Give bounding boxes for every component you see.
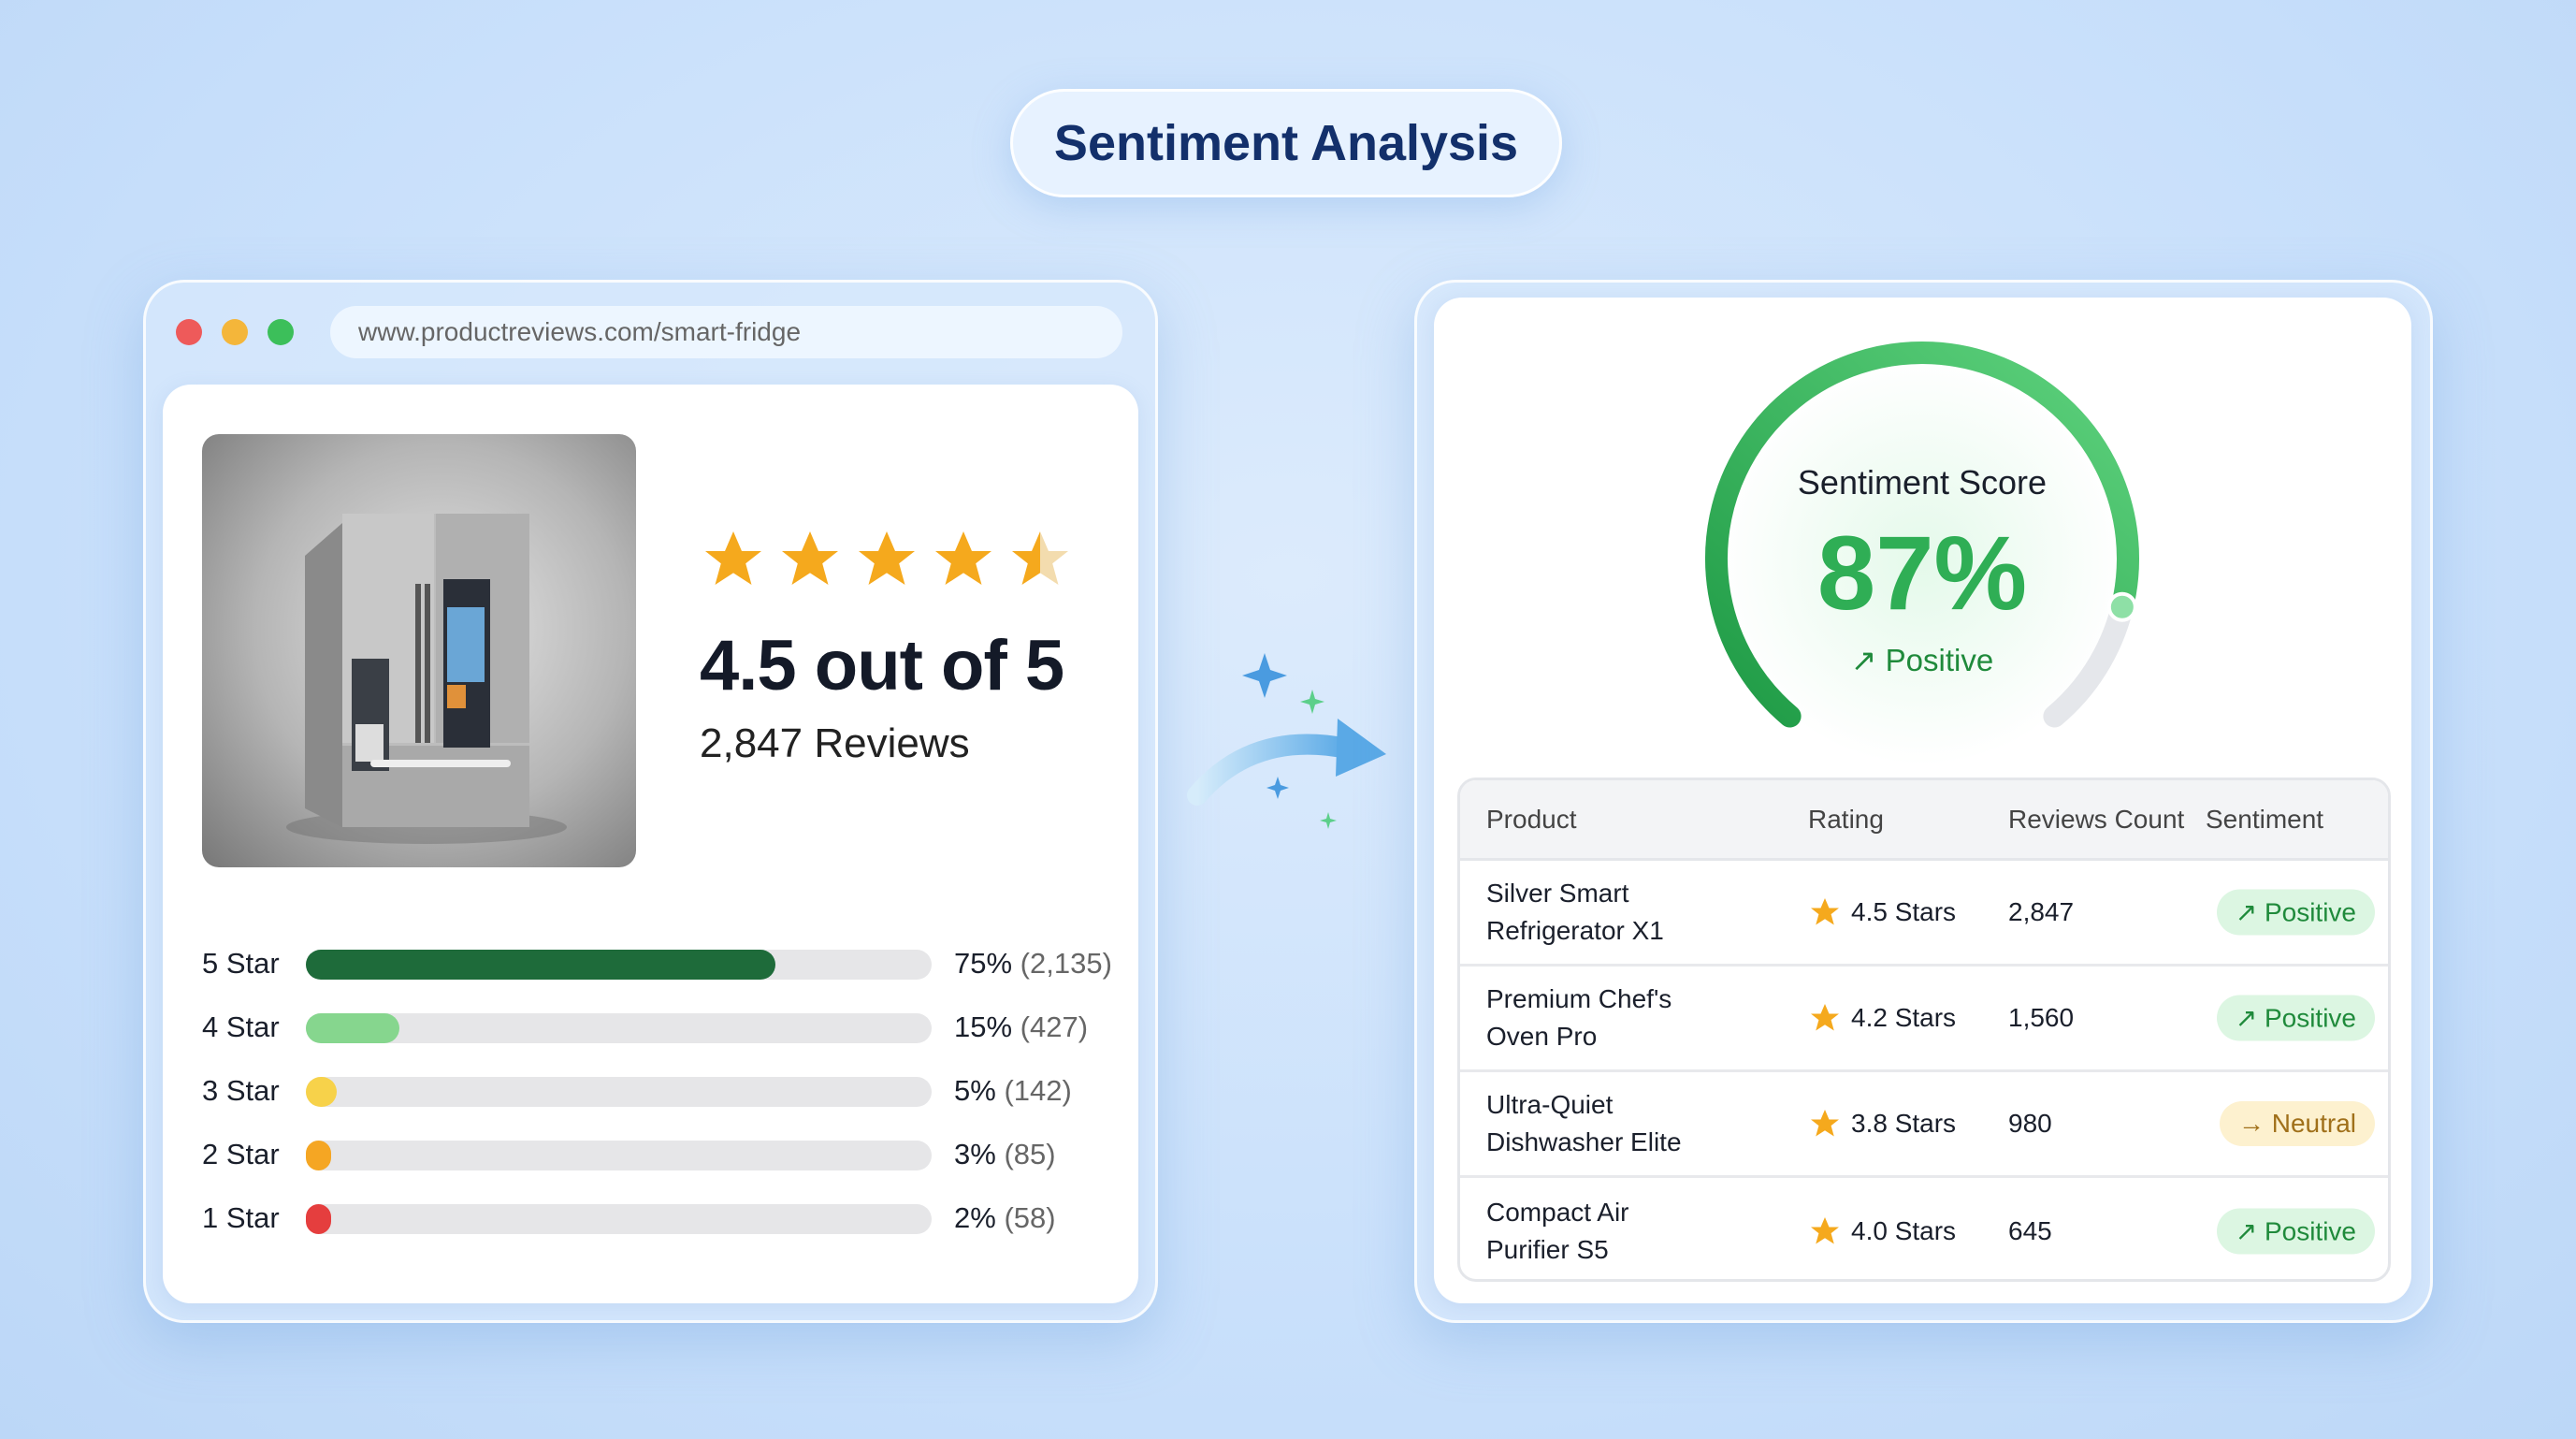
distribution-label: 5 Star [202,947,280,980]
minimize-window-button[interactable] [222,319,248,345]
product-name-line2: Oven Pro [1486,1022,1598,1051]
gauge-status-text: Positive [1885,643,1994,677]
distribution-count: (58) [1004,1201,1056,1234]
reviews-count: 2,847 [2008,897,2075,926]
product-name-line2: Refrigerator X1 [1486,916,1664,945]
distribution-count: (142) [1004,1074,1072,1107]
distribution-percent: 75% [954,947,1013,980]
gauge-label: Sentiment Score [1797,463,2048,501]
star-full-icon [782,531,838,585]
distribution-bar-fill [306,950,775,980]
product-name: Ultra-Quiet Dishwasher Elite [1486,1086,1682,1161]
sentiment-badge: ↗ Positive [2216,995,2375,1041]
arrow-up-right-icon: ↗ [1850,643,1877,677]
rating-text: 4.5 Stars [1851,897,1957,926]
distribution-value: 75% (2,135) [954,947,1112,981]
close-window-button[interactable] [176,319,202,345]
product-name-line2: Purifier S5 [1486,1234,1609,1264]
sentiment-gauge [1705,342,2139,728]
gauge-status: ↗ Positive [1688,642,2156,678]
distribution-bar-fill [306,1013,400,1043]
url-bar[interactable]: www.productreviews.com/smart-fridge [330,306,1122,358]
distribution-count: (427) [1020,1010,1089,1043]
product-name-line1: Compact Air [1486,1197,1629,1227]
reviews-count: 980 [2008,1109,2052,1138]
distribution-label: 3 Star [202,1074,280,1107]
gauge-handle [2106,591,2137,622]
distribution-bar [306,1077,932,1107]
header-sentiment[interactable]: Sentiment [2206,804,2324,834]
header-reviews-count[interactable]: Reviews Count [2008,804,2185,834]
star-icon [1811,898,1839,925]
header-rating[interactable]: Rating [1808,804,1884,834]
distribution-count: (2,135) [1020,947,1112,980]
distribution-bar [306,1013,932,1043]
product-name-line1: Ultra-Quiet [1486,1090,1614,1119]
rating-stars [700,526,1074,593]
product-name-line1: Premium Chef's [1486,984,1672,1013]
distribution-percent: 5% [954,1074,996,1107]
product-rating: 4.5 Stars [1808,895,1956,929]
table-row[interactable]: Compact Air Purifier S5 4.0 Stars 645 ↗ P… [1460,1178,2388,1279]
average-rating: 4.5 out of 5 [700,626,1064,705]
distribution-label: 1 Star [202,1201,280,1234]
sentiment-badge: ↗ Positive [2216,889,2375,936]
distribution-value: 3% (85) [954,1138,1056,1171]
page-title: Sentiment Analysis [1010,89,1562,197]
distribution-bar-fill [306,1141,331,1170]
distribution-bar-fill [306,1204,331,1234]
distribution-bar [306,1204,932,1234]
reviews-count: 1,560 [2008,1003,2075,1032]
table-row[interactable]: Silver Smart Refrigerator X1 4.5 Stars 2,… [1460,861,2388,967]
table-header: Product Rating Reviews Count Sentiment [1460,780,2388,861]
table-row[interactable]: Ultra-Quiet Dishwasher Elite 3.8 Stars 98… [1460,1072,2388,1178]
product-rating: 4.2 Stars [1808,1001,1956,1035]
distribution-label: 4 Star [202,1010,280,1043]
table-row[interactable]: Premium Chef's Oven Pro 4.2 Stars 1,560 ↗… [1460,967,2388,1072]
header-product[interactable]: Product [1486,804,1577,834]
star-icon [1811,1216,1839,1243]
distribution-percent: 15% [954,1010,1013,1043]
star-full-icon [935,531,991,585]
distribution-bar-fill [306,1077,338,1107]
distribution-percent: 2% [954,1201,996,1234]
product-name-line2: Dishwasher Elite [1486,1127,1682,1156]
product-rating: 3.8 Stars [1808,1107,1956,1141]
product-image [202,434,636,867]
product-rating: 4.0 Stars [1808,1214,1956,1248]
transform-arrow-icon [1187,653,1386,829]
distribution-value: 15% (427) [954,1010,1088,1044]
gauge-fill [1705,342,2139,728]
star-icon [1811,1004,1839,1031]
distribution-percent: 3% [954,1138,996,1170]
star-icon [1811,1110,1839,1137]
distribution-value: 2% (58) [954,1201,1056,1235]
star-full-icon [859,531,915,585]
url-text: www.productreviews.com/smart-fridge [358,317,802,346]
star-half-icon [1012,531,1068,585]
gauge-value: 87% [1816,515,2028,632]
star-full-icon [705,531,761,585]
product-name: Silver Smart Refrigerator X1 [1486,875,1664,950]
reviews-count: 645 [2008,1215,2052,1245]
distribution-bar [306,1141,932,1170]
distribution-label: 2 Star [202,1138,280,1170]
sentiment-badge: → Neutral [2219,1101,2375,1146]
review-count: 2,847 Reviews [700,720,970,766]
rating-text: 4.0 Stars [1851,1215,1957,1245]
rating-text: 4.2 Stars [1851,1003,1957,1032]
distribution-bar [306,950,932,980]
product-name: Compact Air Purifier S5 [1486,1194,1629,1269]
sentiment-badge: ↗ Positive [2216,1208,2375,1254]
distribution-count: (85) [1004,1138,1056,1170]
products-table: Product Rating Reviews Count Sentiment S… [1457,778,2391,1282]
rating-text: 3.8 Stars [1851,1109,1957,1138]
product-name: Premium Chef's Oven Pro [1486,981,1672,1055]
distribution-value: 5% (142) [954,1074,1072,1108]
maximize-window-button[interactable] [268,319,294,345]
product-name-line1: Silver Smart [1486,879,1629,908]
